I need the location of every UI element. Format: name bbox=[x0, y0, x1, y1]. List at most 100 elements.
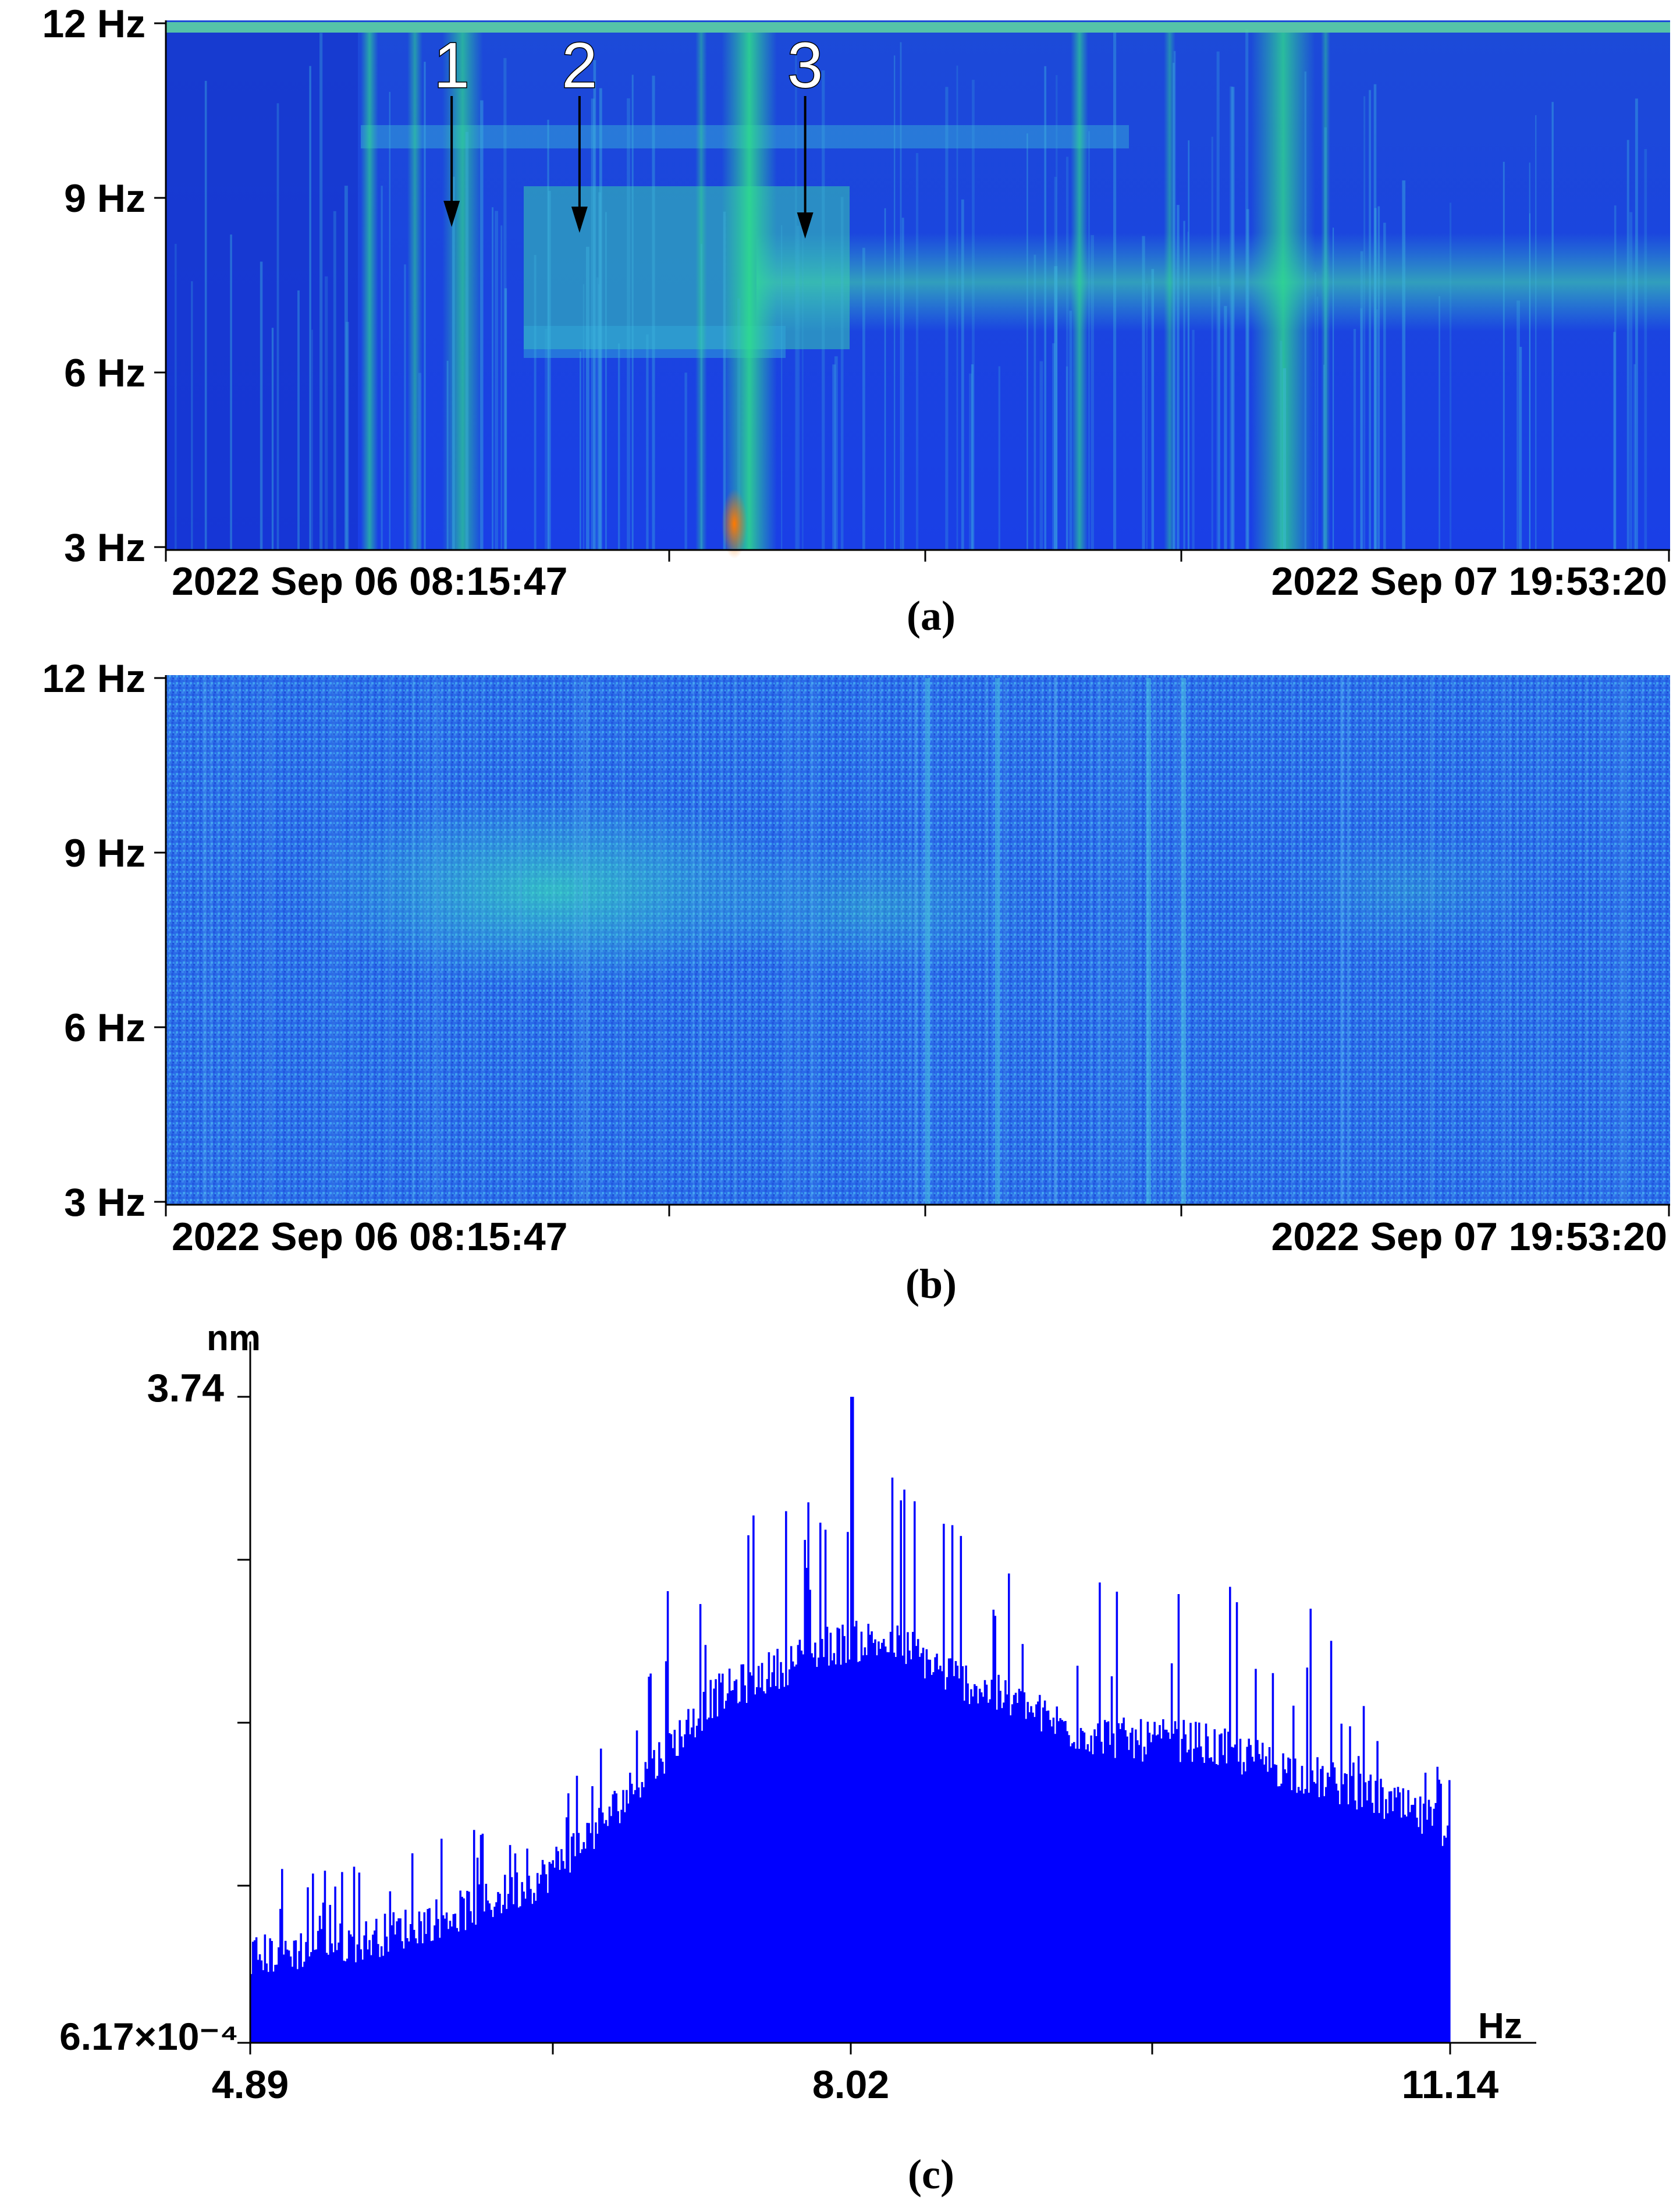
b-streak bbox=[985, 678, 988, 1205]
a-column-0 bbox=[361, 33, 378, 550]
spectrum-bar bbox=[1203, 1763, 1206, 2043]
spectrum-bar bbox=[641, 1781, 644, 2043]
spectrum-bar bbox=[1210, 1757, 1213, 2043]
a-streak bbox=[548, 190, 551, 551]
spectrum-bar bbox=[390, 1925, 393, 2043]
spectrum-bar bbox=[819, 1522, 822, 2043]
spectrum-bar bbox=[838, 1628, 840, 2043]
spectrum-bar bbox=[891, 1477, 894, 2043]
spectrum-bar bbox=[279, 1908, 282, 2043]
b-streak bbox=[619, 678, 621, 1205]
spectrum-bar bbox=[889, 1631, 892, 2043]
spectrum-bar bbox=[782, 1673, 784, 2043]
spectrum-bar bbox=[1275, 1765, 1278, 2043]
spectrum-bar bbox=[459, 1890, 461, 2043]
spectrum-bar bbox=[1136, 1740, 1139, 2043]
spectrum-bar bbox=[1061, 1720, 1063, 2043]
spectrum-bar bbox=[1174, 1721, 1177, 2043]
a-streak bbox=[972, 80, 975, 551]
a-streak bbox=[534, 255, 537, 550]
spectrum-bar bbox=[1416, 1818, 1418, 2043]
spectrum-bar bbox=[1066, 1731, 1068, 2043]
spectrum-bar bbox=[1001, 1708, 1003, 2043]
spectrum-bar bbox=[1016, 1703, 1019, 2043]
spectrum-bar bbox=[435, 1899, 438, 2043]
spectrum-bar bbox=[1414, 1798, 1416, 2043]
spectrum-bar bbox=[368, 1940, 371, 2043]
spectrum-bar bbox=[606, 1826, 609, 2043]
spectrum-bar bbox=[1397, 1787, 1400, 2043]
spectrum-bar bbox=[473, 1830, 475, 2043]
b-streak bbox=[574, 678, 576, 1205]
spectrum-bar bbox=[471, 1922, 474, 2043]
spectrum-bar bbox=[1354, 1800, 1356, 2043]
spectrum-bar bbox=[802, 1654, 805, 2043]
spectrum-bar bbox=[804, 1539, 807, 2043]
spectrum-bar bbox=[1039, 1695, 1041, 2043]
spectrum-bar bbox=[370, 1955, 372, 2043]
spectrum-bar bbox=[858, 1661, 861, 2043]
spectrum-bar bbox=[1412, 1805, 1415, 2043]
b-column-1 bbox=[995, 678, 1000, 1205]
panel-a-x-start-label: 2022 Sep 06 08:15:47 bbox=[172, 559, 568, 604]
spectrum-bar bbox=[1117, 1723, 1120, 2043]
b-streak bbox=[1179, 678, 1181, 1205]
spectrum-bar bbox=[1217, 1765, 1219, 2043]
spectrum-bar bbox=[1107, 1721, 1110, 2043]
spectrum-bar bbox=[1280, 1783, 1283, 2043]
spectrum-bar bbox=[1047, 1710, 1050, 2043]
spectrum-bar bbox=[1400, 1818, 1403, 2043]
spectrum-bar bbox=[356, 1944, 359, 2043]
spectrum-bar bbox=[495, 1902, 498, 2043]
spectrum-bar bbox=[759, 1687, 762, 2043]
spectrum-bar bbox=[408, 1941, 410, 2043]
spectrum-bar bbox=[466, 1890, 468, 2043]
spectrum-bar bbox=[884, 1646, 887, 2043]
spectrum-bar bbox=[932, 1672, 935, 2043]
y-tick-label-0: 12 Hz bbox=[42, 656, 145, 701]
b-streak bbox=[1129, 678, 1132, 1205]
b-streak bbox=[331, 678, 334, 1205]
a-column-3 bbox=[722, 33, 777, 550]
b-streak bbox=[519, 678, 523, 1205]
a-streak bbox=[1054, 176, 1057, 550]
b-streak bbox=[880, 678, 882, 1205]
b-streak bbox=[1126, 678, 1130, 1205]
a-streak bbox=[1633, 364, 1636, 550]
b-streak bbox=[1586, 678, 1588, 1205]
a-streak bbox=[309, 66, 311, 550]
spectrum-bar bbox=[1059, 1718, 1061, 2043]
spectrum-bar bbox=[1260, 1759, 1262, 2043]
a-streak bbox=[545, 329, 548, 550]
b-streak bbox=[1431, 678, 1434, 1205]
b-streak bbox=[449, 678, 451, 1205]
spectrum-bar bbox=[445, 1912, 448, 2043]
spectrum-bar bbox=[367, 1949, 369, 2043]
panel-c-x-unit-label: Hz bbox=[1478, 2006, 1522, 2046]
spectrum-bar bbox=[414, 1938, 417, 2043]
spectrum-bar bbox=[1302, 1793, 1305, 2043]
y-tick-label-0: 12 Hz bbox=[42, 2, 145, 46]
spectrum-bar bbox=[271, 1941, 273, 2043]
a-streak bbox=[465, 132, 469, 550]
spectrum-bar bbox=[432, 1940, 434, 2043]
a-streak bbox=[1551, 102, 1554, 550]
spectrum-bar bbox=[493, 1907, 496, 2043]
spectrum-bar bbox=[1333, 1767, 1336, 2043]
spectrum-bar bbox=[881, 1642, 883, 2043]
spectrum-bar bbox=[349, 1934, 352, 2043]
spectrum-bar bbox=[447, 1929, 450, 2043]
spectrum-bar bbox=[907, 1632, 909, 2043]
spectrum-bar bbox=[980, 1692, 983, 2043]
spectrum-bar bbox=[1418, 1827, 1420, 2043]
spectrum-bar bbox=[344, 1961, 347, 2043]
spectrum-bar bbox=[1390, 1791, 1393, 2043]
a-streak bbox=[1516, 300, 1520, 550]
a-streak bbox=[1069, 310, 1072, 550]
spectrum-bar bbox=[775, 1685, 777, 2043]
spectrum-bar bbox=[437, 1919, 439, 2043]
spectrum-bar bbox=[1138, 1745, 1141, 2043]
spectrum-bar bbox=[524, 1898, 527, 2043]
spectrum-bar bbox=[1284, 1769, 1286, 2043]
spectrum-bar bbox=[380, 1946, 383, 2043]
